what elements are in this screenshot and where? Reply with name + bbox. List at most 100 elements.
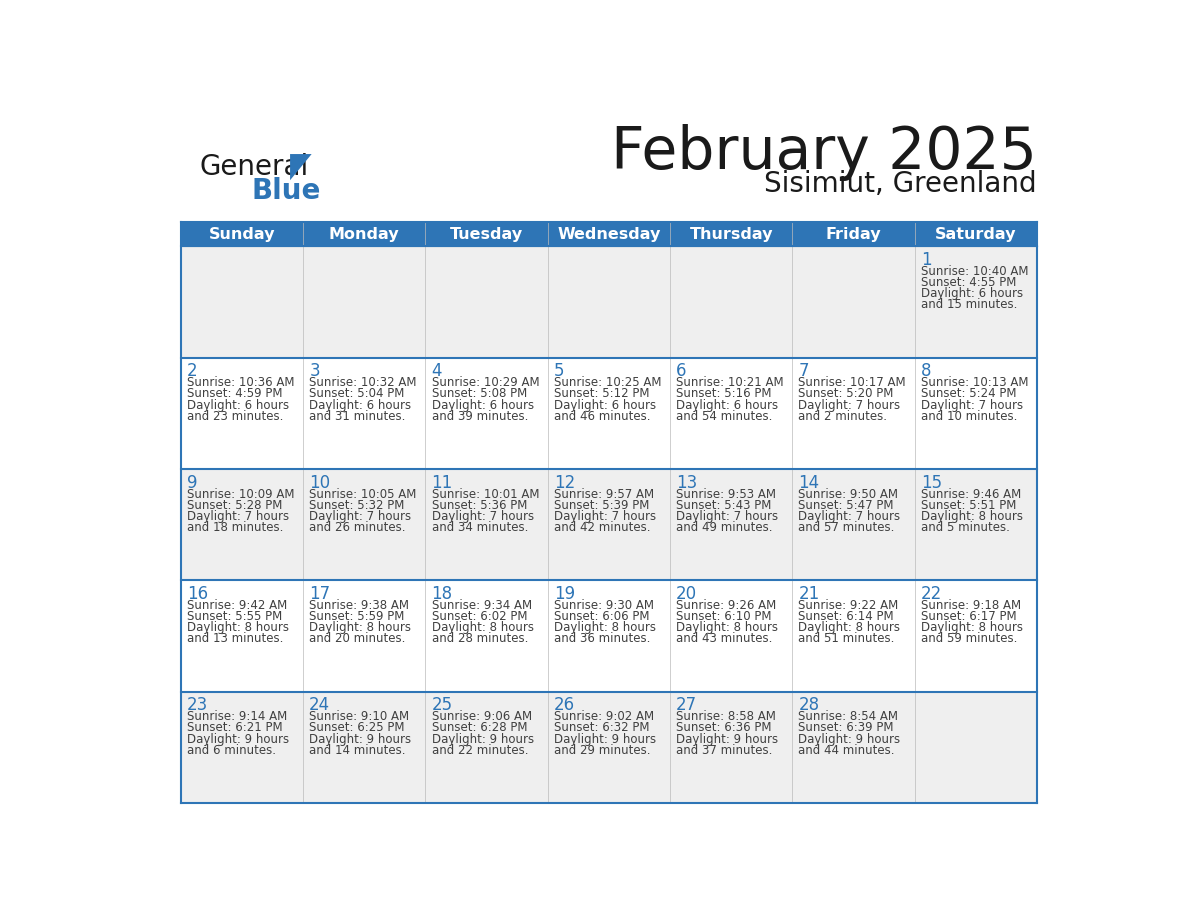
Bar <box>181 222 303 246</box>
Bar <box>181 246 1037 358</box>
Text: Sunrise: 9:30 AM: Sunrise: 9:30 AM <box>554 599 653 612</box>
Text: and 42 minutes.: and 42 minutes. <box>554 521 650 534</box>
Text: Thursday: Thursday <box>689 227 773 241</box>
Text: Sunrise: 8:54 AM: Sunrise: 8:54 AM <box>798 711 898 723</box>
Text: Sunrise: 9:10 AM: Sunrise: 9:10 AM <box>309 711 410 723</box>
Text: and 2 minutes.: and 2 minutes. <box>798 409 887 423</box>
Text: and 44 minutes.: and 44 minutes. <box>798 744 895 756</box>
Text: and 29 minutes.: and 29 minutes. <box>554 744 650 756</box>
Text: Daylight: 8 hours: Daylight: 8 hours <box>187 621 289 634</box>
Text: and 37 minutes.: and 37 minutes. <box>676 744 772 756</box>
Text: Daylight: 9 hours: Daylight: 9 hours <box>309 733 411 745</box>
Text: Daylight: 7 hours: Daylight: 7 hours <box>187 509 289 523</box>
Text: and 22 minutes.: and 22 minutes. <box>431 744 527 756</box>
Text: Sunrise: 10:21 AM: Sunrise: 10:21 AM <box>676 376 784 389</box>
Polygon shape <box>290 154 311 180</box>
Text: 25: 25 <box>431 697 453 714</box>
Text: Daylight: 7 hours: Daylight: 7 hours <box>921 398 1023 411</box>
Text: Sunrise: 10:13 AM: Sunrise: 10:13 AM <box>921 376 1029 389</box>
Text: and 46 minutes.: and 46 minutes. <box>554 409 650 423</box>
Text: Sunset: 5:55 PM: Sunset: 5:55 PM <box>187 610 282 623</box>
Text: Sunset: 5:59 PM: Sunset: 5:59 PM <box>309 610 405 623</box>
Text: Daylight: 8 hours: Daylight: 8 hours <box>921 621 1023 634</box>
Text: Sisimiut, Greenland: Sisimiut, Greenland <box>764 170 1037 198</box>
Text: and 13 minutes.: and 13 minutes. <box>187 633 283 645</box>
Text: 28: 28 <box>798 697 820 714</box>
Text: Sunrise: 10:40 AM: Sunrise: 10:40 AM <box>921 265 1029 278</box>
Text: and 31 minutes.: and 31 minutes. <box>309 409 405 423</box>
Text: and 49 minutes.: and 49 minutes. <box>676 521 772 534</box>
Text: Friday: Friday <box>826 227 881 241</box>
Text: 13: 13 <box>676 474 697 492</box>
Text: 21: 21 <box>798 585 820 603</box>
Bar <box>425 222 548 246</box>
Text: 17: 17 <box>309 585 330 603</box>
Text: Sunrise: 9:42 AM: Sunrise: 9:42 AM <box>187 599 287 612</box>
Text: Sunrise: 10:29 AM: Sunrise: 10:29 AM <box>431 376 539 389</box>
Text: Blue: Blue <box>252 177 321 205</box>
Text: Sunset: 5:12 PM: Sunset: 5:12 PM <box>554 387 650 400</box>
Text: Sunrise: 9:26 AM: Sunrise: 9:26 AM <box>676 599 777 612</box>
Bar <box>303 222 425 246</box>
Text: 4: 4 <box>431 363 442 380</box>
Text: Sunset: 4:55 PM: Sunset: 4:55 PM <box>921 276 1016 289</box>
Text: Sunset: 6:21 PM: Sunset: 6:21 PM <box>187 722 283 734</box>
Bar <box>181 358 1037 469</box>
Text: Sunset: 5:36 PM: Sunset: 5:36 PM <box>431 498 527 511</box>
Text: and 59 minutes.: and 59 minutes. <box>921 633 1017 645</box>
Text: Sunrise: 9:38 AM: Sunrise: 9:38 AM <box>309 599 409 612</box>
Text: Sunrise: 8:58 AM: Sunrise: 8:58 AM <box>676 711 776 723</box>
Text: Sunset: 6:14 PM: Sunset: 6:14 PM <box>798 610 895 623</box>
Text: Sunrise: 9:53 AM: Sunrise: 9:53 AM <box>676 487 776 500</box>
Text: and 5 minutes.: and 5 minutes. <box>921 521 1010 534</box>
Text: Sunset: 5:08 PM: Sunset: 5:08 PM <box>431 387 526 400</box>
Text: Daylight: 9 hours: Daylight: 9 hours <box>431 733 533 745</box>
Bar <box>670 222 792 246</box>
Bar <box>181 692 1037 803</box>
Text: 27: 27 <box>676 697 697 714</box>
Text: and 36 minutes.: and 36 minutes. <box>554 633 650 645</box>
Text: Daylight: 8 hours: Daylight: 8 hours <box>431 621 533 634</box>
Text: and 51 minutes.: and 51 minutes. <box>798 633 895 645</box>
Text: Daylight: 8 hours: Daylight: 8 hours <box>798 621 901 634</box>
Text: and 26 minutes.: and 26 minutes. <box>309 521 406 534</box>
Text: 11: 11 <box>431 474 453 492</box>
Text: Daylight: 6 hours: Daylight: 6 hours <box>921 287 1023 300</box>
Text: and 43 minutes.: and 43 minutes. <box>676 633 772 645</box>
Text: Daylight: 7 hours: Daylight: 7 hours <box>798 509 901 523</box>
Text: Daylight: 6 hours: Daylight: 6 hours <box>431 398 533 411</box>
Text: 8: 8 <box>921 363 931 380</box>
Text: Daylight: 6 hours: Daylight: 6 hours <box>187 398 289 411</box>
Text: Sunset: 6:02 PM: Sunset: 6:02 PM <box>431 610 527 623</box>
Text: Sunset: 5:20 PM: Sunset: 5:20 PM <box>798 387 893 400</box>
Text: Sunrise: 9:18 AM: Sunrise: 9:18 AM <box>921 599 1020 612</box>
Text: Sunset: 5:47 PM: Sunset: 5:47 PM <box>798 498 895 511</box>
Text: Sunrise: 10:36 AM: Sunrise: 10:36 AM <box>187 376 295 389</box>
Text: 23: 23 <box>187 697 208 714</box>
Text: and 18 minutes.: and 18 minutes. <box>187 521 283 534</box>
Bar <box>915 222 1037 246</box>
Text: Sunrise: 9:14 AM: Sunrise: 9:14 AM <box>187 711 287 723</box>
Text: February 2025: February 2025 <box>611 124 1037 181</box>
Text: 22: 22 <box>921 585 942 603</box>
Text: Sunrise: 10:32 AM: Sunrise: 10:32 AM <box>309 376 417 389</box>
Text: Daylight: 8 hours: Daylight: 8 hours <box>554 621 656 634</box>
Text: Sunrise: 10:05 AM: Sunrise: 10:05 AM <box>309 487 417 500</box>
Text: 2: 2 <box>187 363 197 380</box>
Text: Sunrise: 9:02 AM: Sunrise: 9:02 AM <box>554 711 653 723</box>
Text: Daylight: 7 hours: Daylight: 7 hours <box>554 509 656 523</box>
Text: and 10 minutes.: and 10 minutes. <box>921 409 1017 423</box>
Text: 10: 10 <box>309 474 330 492</box>
Text: Daylight: 6 hours: Daylight: 6 hours <box>309 398 411 411</box>
Text: Daylight: 7 hours: Daylight: 7 hours <box>676 509 778 523</box>
Text: Sunset: 5:24 PM: Sunset: 5:24 PM <box>921 387 1016 400</box>
Text: 3: 3 <box>309 363 320 380</box>
Text: 18: 18 <box>431 585 453 603</box>
Text: Daylight: 8 hours: Daylight: 8 hours <box>921 509 1023 523</box>
Text: and 57 minutes.: and 57 minutes. <box>798 521 895 534</box>
Text: Sunrise: 9:57 AM: Sunrise: 9:57 AM <box>554 487 653 500</box>
Text: Sunset: 6:36 PM: Sunset: 6:36 PM <box>676 722 772 734</box>
Text: and 14 minutes.: and 14 minutes. <box>309 744 406 756</box>
Text: Sunset: 5:04 PM: Sunset: 5:04 PM <box>309 387 405 400</box>
Text: and 23 minutes.: and 23 minutes. <box>187 409 283 423</box>
